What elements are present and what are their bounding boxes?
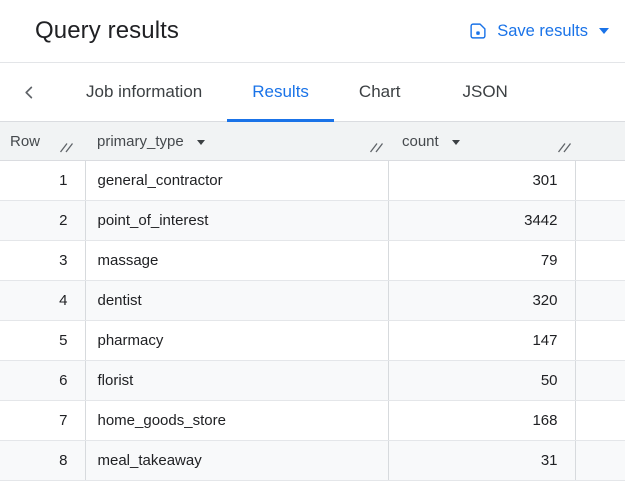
save-icon	[468, 21, 488, 41]
column-resize-handle-icon[interactable]	[557, 140, 572, 157]
table-row: 4 dentist 320	[0, 280, 625, 321]
column-header-filler	[575, 122, 625, 161]
count-cell: 147	[388, 320, 576, 361]
column-header-primary-type-label: primary_type	[97, 132, 184, 150]
count-cell: 31	[388, 440, 576, 481]
row-number-cell: 1	[0, 160, 86, 201]
table-row: 1 general_contractor 301	[0, 160, 625, 201]
row-number-cell: 6	[0, 360, 86, 401]
table-row: 8 meal_takeaway 31	[0, 440, 625, 481]
tab-chart[interactable]: Chart	[358, 82, 401, 101]
filler-cell	[575, 160, 625, 201]
count-cell: 50	[388, 360, 576, 401]
column-header-row: Row	[0, 122, 85, 161]
tab-results[interactable]: Results	[227, 63, 334, 122]
results-table-body: 1 general_contractor 301 2 point_of_interest…	[0, 160, 625, 481]
count-cell: 3442	[388, 200, 576, 241]
column-header-row-label: Row	[10, 132, 41, 150]
primary-type-cell: dentist	[85, 280, 389, 321]
tab-json[interactable]: JSON	[462, 82, 508, 101]
filler-cell	[575, 360, 625, 401]
chevron-left-icon[interactable]	[18, 81, 40, 103]
column-resize-handle-icon[interactable]	[59, 140, 74, 157]
primary-type-cell: pharmacy	[85, 320, 389, 361]
row-number-cell: 3	[0, 240, 86, 281]
filler-cell	[575, 320, 625, 361]
tab-job-information[interactable]: Job information	[86, 82, 203, 101]
filler-cell	[575, 400, 625, 441]
row-number-cell: 8	[0, 440, 86, 481]
primary-type-cell: point_of_interest	[85, 200, 389, 241]
table-row: 3 massage 79	[0, 240, 625, 281]
sort-caret-icon[interactable]	[196, 139, 205, 145]
tab-list: Job information Results Chart JSON	[40, 63, 533, 122]
filler-cell	[575, 440, 625, 481]
row-number-cell: 4	[0, 280, 86, 321]
count-cell: 320	[388, 280, 576, 321]
table-row: 7 home_goods_store 168	[0, 400, 625, 441]
primary-type-cell: massage	[85, 240, 389, 281]
filler-cell	[575, 280, 625, 321]
primary-type-cell: meal_takeaway	[85, 440, 389, 481]
results-table-header: Row primary_type	[0, 122, 625, 161]
table-row: 2 point_of_interest 3442	[0, 200, 625, 241]
results-table: Row primary_type	[0, 122, 625, 481]
sort-caret-icon[interactable]	[451, 139, 460, 145]
column-header-count[interactable]: count	[388, 122, 575, 161]
caret-down-icon	[599, 28, 609, 34]
row-number-cell: 2	[0, 200, 86, 241]
filler-cell	[575, 200, 625, 241]
save-results-label: Save results	[497, 21, 588, 40]
primary-type-cell: home_goods_store	[85, 400, 389, 441]
column-header-primary-type[interactable]: primary_type	[85, 122, 388, 161]
primary-type-cell: general_contractor	[85, 160, 389, 201]
filler-cell	[575, 240, 625, 281]
row-number-cell: 5	[0, 320, 86, 361]
column-resize-handle-icon[interactable]	[369, 140, 384, 157]
titlebar: Query results Save results	[0, 0, 625, 63]
row-number-cell: 7	[0, 400, 86, 441]
page-title: Query results	[35, 17, 180, 44]
count-cell: 168	[388, 400, 576, 441]
count-cell: 79	[388, 240, 576, 281]
column-header-count-label: count	[402, 132, 439, 150]
save-results-button[interactable]: Save results	[466, 17, 611, 45]
table-row: 5 pharmacy 147	[0, 320, 625, 361]
table-row: 6 florist 50	[0, 360, 625, 401]
primary-type-cell: florist	[85, 360, 389, 401]
count-cell: 301	[388, 160, 576, 201]
tab-bar: Job information Results Chart JSON	[0, 63, 625, 122]
